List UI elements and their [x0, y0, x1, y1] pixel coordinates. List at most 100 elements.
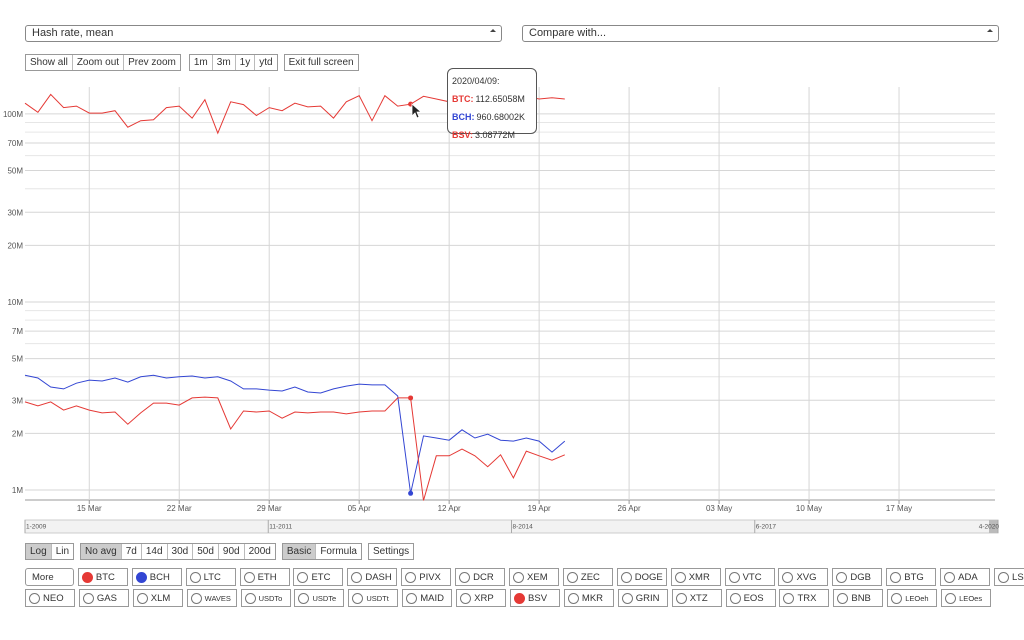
toolbar-button[interactable]: 1m — [189, 55, 213, 70]
y-tick-label: 30M — [7, 208, 23, 217]
toggle-button[interactable]: 90d — [218, 544, 245, 559]
coin-dot — [782, 571, 794, 583]
y-tick-label: 100M — [3, 110, 23, 119]
coin-label: MAID — [420, 592, 444, 604]
coin-toggle[interactable]: GAS — [78, 589, 129, 607]
settings-button[interactable]: Settings — [369, 544, 414, 559]
toolbar-button[interactable]: Zoom out — [72, 55, 125, 70]
toggle-button[interactable]: 14d — [141, 544, 168, 559]
coin-label: XTZ — [689, 592, 708, 604]
coin-toggle[interactable]: XTZ — [671, 589, 722, 607]
hover-point — [408, 395, 414, 401]
coin-label: ZEC — [580, 571, 600, 583]
toggle-button[interactable]: Log — [26, 544, 52, 559]
toolbar-button[interactable]: Show all — [26, 55, 73, 70]
x-tick-label: 05 Apr — [348, 504, 371, 513]
coin-label: XMR — [688, 571, 710, 583]
coin-toggle[interactable]: NEO — [25, 589, 75, 607]
coin-toggle[interactable]: ETH — [239, 568, 290, 586]
toggle-button[interactable]: Lin — [51, 544, 74, 559]
coin-toggle[interactable]: LEOes — [941, 589, 992, 607]
toolbar-button[interactable]: Prev zoom — [124, 55, 180, 70]
coin-label: LEOes — [959, 593, 983, 603]
coin-toggle[interactable]: ZEC — [562, 568, 613, 586]
fullscreen-group: Exit full screen — [283, 54, 359, 71]
coin-toggle[interactable]: LSK — [994, 568, 1024, 586]
coin-toggle[interactable]: LTC — [185, 568, 236, 586]
coin-toggle[interactable]: BNB — [833, 589, 884, 607]
toolbar-button[interactable]: 1y — [235, 55, 256, 70]
toggle-button[interactable]: Basic — [282, 544, 317, 559]
coin-label: MKR — [581, 592, 604, 604]
coin-toggle[interactable]: VTC — [724, 568, 775, 586]
coin-toggle[interactable]: BSV — [510, 589, 561, 607]
coin-toggle[interactable]: MKR — [563, 589, 614, 607]
coin-label: USDTt — [366, 593, 389, 603]
coin-toggle[interactable]: WAVES — [186, 589, 237, 607]
coin-dot — [513, 571, 525, 583]
coin-toggle[interactable]: GRIN — [617, 589, 668, 607]
coin-toggle[interactable]: USDTe — [294, 589, 345, 607]
fullscreen-button[interactable]: Exit full screen — [284, 55, 358, 70]
coin-toggle[interactable]: USDTo — [240, 589, 291, 607]
tooltip-row: BSV: 3.08772M — [452, 126, 532, 144]
coin-toggle[interactable]: DGB — [832, 568, 883, 586]
tooltip-value: 112.65058M — [475, 94, 525, 104]
toggle-button[interactable]: 50d — [193, 544, 219, 559]
toggle-button[interactable]: Formula — [316, 544, 361, 559]
coin-toggle[interactable]: XMR — [670, 568, 721, 586]
coin-label: VTC — [742, 571, 762, 583]
y-tick-label: 2M — [12, 430, 23, 439]
coin-label: XVG — [796, 571, 817, 583]
coin-dot — [136, 592, 148, 604]
coin-toggle[interactable]: XRP — [456, 589, 507, 607]
coin-toggle[interactable]: DCR — [455, 568, 506, 586]
toggle-button[interactable]: 7d — [121, 544, 142, 559]
coin-toggle[interactable]: USDTt — [348, 589, 399, 607]
coin-toggle[interactable]: LEOeh — [887, 589, 938, 607]
coin-toggle[interactable]: XEM — [509, 568, 560, 586]
coin-toggle[interactable]: PIVX — [401, 568, 452, 586]
coin-toggle[interactable]: EOS — [725, 589, 776, 607]
coin-label: DASH — [365, 571, 392, 583]
toggle-button[interactable]: 30d — [167, 544, 194, 559]
coin-toggle[interactable]: BTG — [886, 568, 937, 586]
coin-toggle[interactable]: MAID — [402, 589, 453, 607]
more-select[interactable]: More — [25, 568, 74, 586]
compare-select[interactable]: Compare with... — [522, 25, 999, 42]
coin-dot — [514, 592, 526, 604]
coin-label: DOGE — [634, 571, 663, 583]
toggle-button[interactable]: 200d — [244, 544, 275, 559]
coin-dot — [998, 571, 1010, 583]
y-tick-label: 5M — [12, 355, 23, 364]
navigator-label: 6-2017 — [756, 524, 777, 531]
range-group: 1m 3m 1y ytd — [188, 54, 278, 71]
coin-dot — [890, 571, 902, 583]
tooltip-row: BCH: 960.68002K — [452, 108, 532, 126]
toolbar-button[interactable]: 3m — [212, 55, 236, 70]
toolbar-button[interactable]: ytd — [255, 55, 277, 70]
x-tick-label: 26 Apr — [618, 504, 641, 513]
metric-select[interactable]: Hash rate, mean — [25, 25, 502, 42]
toggle-button[interactable]: No avg — [81, 544, 122, 559]
coin-label: PIVX — [419, 571, 441, 583]
coin-toggle[interactable]: XLM — [132, 589, 183, 607]
coin-label: XLM — [150, 592, 171, 604]
coin-dot — [675, 592, 687, 604]
cursor — [411, 103, 423, 119]
coin-toggle[interactable]: BTC — [77, 568, 128, 586]
coin-toggle[interactable]: TRX — [779, 589, 830, 607]
settings-group: Settings — [368, 543, 415, 560]
coin-toggle[interactable]: BCH — [131, 568, 182, 586]
navigator-handle[interactable] — [989, 520, 998, 533]
coin-toggle[interactable]: DASH — [347, 568, 398, 586]
coin-label: ETC — [311, 571, 331, 583]
zoom-group: Show all Zoom out Prev zoom — [25, 54, 181, 71]
tooltip-row: BTC: 112.65058M — [452, 90, 532, 108]
coin-toggle[interactable]: ETC — [293, 568, 344, 586]
coin-toggle[interactable]: ADA — [940, 568, 991, 586]
mode-group: Basic Formula — [281, 543, 362, 560]
coin-toggle[interactable]: XVG — [778, 568, 829, 586]
coin-toggle[interactable]: DOGE — [616, 568, 667, 586]
coin-label: BTG — [904, 571, 924, 583]
